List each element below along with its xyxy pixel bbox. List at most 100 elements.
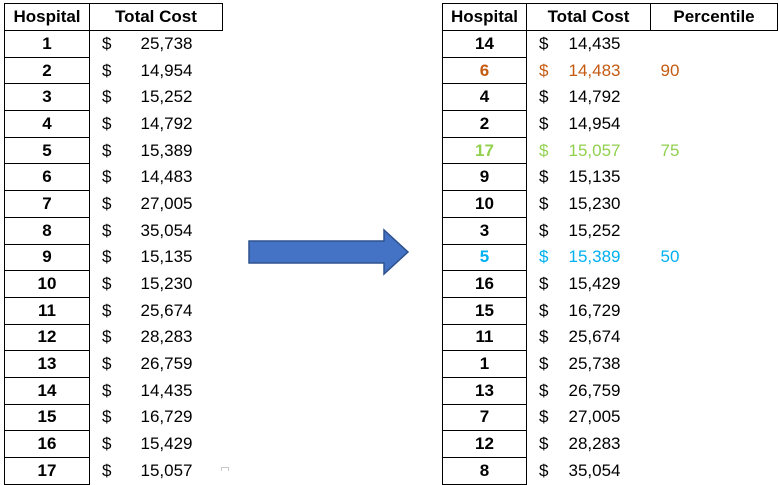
total-cost-value: 26,759	[568, 380, 621, 400]
currency-symbol: $	[102, 167, 112, 187]
table-row: 12 $28,283	[442, 430, 778, 458]
total-cost-value: 14,435	[568, 34, 621, 54]
currency-symbol: $	[539, 247, 549, 267]
currency-symbol: $	[102, 140, 112, 160]
currency-symbol: $	[539, 140, 549, 160]
total-cost-value: 15,252	[568, 220, 621, 240]
table-row: 7 $27,005	[442, 403, 778, 432]
table-row: 12 $28,283	[4, 323, 223, 352]
currency-symbol: $	[539, 407, 549, 427]
hospital-number: 16	[4, 430, 90, 458]
hospital-number: 17	[442, 136, 527, 165]
currency-symbol: $	[539, 220, 549, 240]
table-row: 3 $15,252	[4, 83, 223, 112]
currency-symbol: $	[102, 274, 112, 294]
sorted-table-body: 14 $14,435 6 $14,483 90 4 $14,792 2 $14,954 17 $15…	[442, 30, 778, 485]
table-row: 13 $26,759	[442, 376, 778, 405]
percentile-value	[651, 297, 778, 324]
table-row: 7 $27,005	[4, 190, 223, 218]
hospital-number: 15	[442, 296, 527, 325]
hospital-number: 15	[4, 403, 90, 432]
table-row: 5 $15,389 50	[442, 243, 778, 272]
header-hospital: Hospital	[442, 3, 527, 31]
hospital-number: 4	[4, 110, 90, 138]
hospital-number: 13	[442, 376, 527, 405]
percentile-value	[651, 191, 778, 218]
percentile-value	[651, 164, 778, 191]
resize-handle[interactable]	[221, 467, 229, 471]
total-cost-value: 16,729	[568, 300, 621, 320]
table-row: 8 $35,054	[4, 216, 223, 245]
table-row: 16 $15,429	[442, 270, 778, 298]
total-cost-value: 15,135	[568, 167, 621, 187]
total-cost-value: 25,738	[568, 354, 621, 374]
table-header-row: Hospital Total Cost Percentile	[442, 3, 778, 31]
table-row: 10 $15,230	[4, 270, 223, 298]
currency-symbol: $	[539, 354, 549, 374]
currency-symbol: $	[539, 113, 549, 133]
hospital-number: 2	[442, 110, 527, 138]
currency-symbol: $	[102, 34, 112, 54]
total-cost-value: 14,954	[568, 113, 621, 133]
table-row: 15 $16,729	[4, 403, 223, 432]
percentile-value	[651, 351, 778, 378]
table-row: 9 $15,135	[442, 163, 778, 192]
hospital-number: 1	[4, 30, 90, 58]
hospital-number: 5	[442, 243, 527, 272]
currency-symbol: $	[539, 193, 549, 213]
currency-symbol: $	[102, 327, 112, 347]
currency-symbol: $	[102, 380, 112, 400]
hospital-number: 8	[4, 216, 90, 245]
hospital-number: 14	[442, 30, 527, 58]
currency-symbol: $	[102, 220, 112, 240]
percentile-value: 75	[660, 140, 680, 160]
currency-symbol: $	[102, 434, 112, 454]
currency-symbol: $	[539, 274, 549, 294]
currency-symbol: $	[539, 460, 549, 480]
currency-symbol: $	[539, 34, 549, 54]
total-cost-value: 25,738	[140, 34, 193, 54]
total-cost-value: 16,729	[140, 407, 193, 427]
table-row: 14 $14,435	[4, 376, 223, 405]
total-cost-value: 25,674	[140, 300, 193, 320]
total-cost-value: 14,435	[140, 380, 193, 400]
percentile-value	[651, 431, 778, 458]
hospital-number: 14	[4, 376, 90, 405]
percentile-value	[651, 271, 778, 298]
hospital-number: 5	[4, 136, 90, 165]
table-row: 2 $14,954	[442, 110, 778, 138]
currency-symbol: $	[539, 380, 549, 400]
table-row: 3 $15,252	[442, 216, 778, 245]
table-row: 14 $14,435	[442, 30, 778, 58]
table-row: 2 $14,954	[4, 56, 223, 85]
percentile-value	[651, 217, 778, 244]
total-cost-value: 25,674	[568, 327, 621, 347]
total-cost-value: 14,954	[140, 60, 193, 80]
hospital-number: 10	[4, 270, 90, 298]
percentile-value: 50	[660, 247, 680, 267]
total-cost-value: 35,054	[140, 220, 193, 240]
table-row: 16 $15,429	[4, 430, 223, 458]
hospital-number: 2	[4, 56, 90, 85]
total-cost-value: 15,230	[568, 193, 621, 213]
table-row: 11 $25,674	[442, 323, 778, 352]
table-row: 13 $26,759	[4, 350, 223, 378]
hospital-number: 9	[442, 163, 527, 192]
table-row: 1 $25,738	[4, 30, 223, 58]
hospital-number: 1	[442, 350, 527, 378]
total-cost-value: 14,483	[568, 60, 621, 80]
currency-symbol: $	[539, 434, 549, 454]
currency-symbol: $	[102, 407, 112, 427]
hospital-number: 11	[4, 296, 90, 325]
total-cost-value: 28,283	[568, 434, 621, 454]
table-row: 5 $15,389	[4, 136, 223, 165]
header-total-cost: Total Cost	[526, 3, 651, 31]
total-cost-value: 26,759	[140, 354, 193, 374]
total-cost-value: 15,252	[140, 87, 193, 107]
total-cost-value: 15,389	[568, 247, 621, 267]
hospital-number: 12	[442, 430, 527, 458]
unsorted-cost-table: Hospital Total Cost 1 $25,738 2 $14,954 3 $15…	[4, 3, 223, 485]
hospital-number: 7	[442, 403, 527, 432]
table-row: 6 $14,483 90	[442, 56, 778, 85]
hospital-number: 7	[4, 190, 90, 218]
